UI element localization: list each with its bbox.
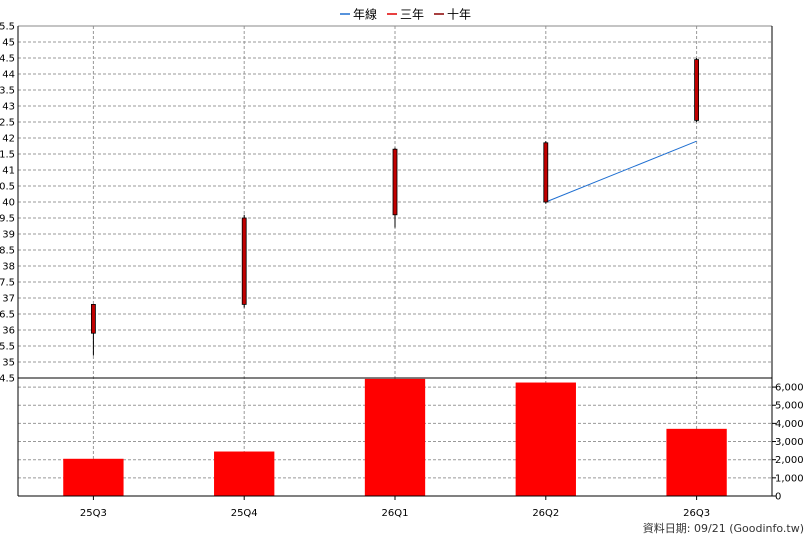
volume-tick-label: 2,000 [775, 455, 804, 466]
price-tick-label: 45 [2, 38, 15, 49]
price-tick-label: 44.5 [0, 54, 15, 65]
volume-bar [515, 382, 576, 496]
legend-label: 年線 [353, 7, 377, 22]
price-tick-label: 41 [2, 166, 15, 177]
source-label: 資料日期: 09/21 (Goodinfo.tw) [643, 521, 804, 535]
price-tick-label: 42.5 [0, 118, 15, 129]
price-tick-label: 34.5 [0, 374, 15, 385]
year-line [545, 140, 697, 203]
candle-body [543, 142, 549, 203]
axes: 45.5 45 44.5 44 43.5 43 42.5 42 41.5 41 40.5 40 39.5… [0, 22, 804, 520]
volume-tick-label: 3,000 [775, 437, 804, 448]
candle-body [241, 217, 247, 305]
candle-body [392, 148, 398, 216]
price-tick-label: 45.5 [0, 22, 15, 33]
year-line-series [545, 140, 697, 203]
price-tick-label: 38 [2, 262, 15, 273]
category-label: 25Q4 [231, 508, 258, 519]
volume-tick-label: 0 [775, 492, 781, 503]
price-tick-label: 39 [2, 230, 15, 241]
price-tick-label: 44 [2, 70, 15, 81]
price-tick-label: 36 [2, 326, 15, 337]
price-tick-label: 35.5 [0, 342, 15, 353]
category-label: 26Q2 [532, 508, 559, 519]
price-tick-label: 43 [2, 102, 15, 113]
price-tick-label: 37.5 [0, 278, 15, 289]
volume-tick-label: 4,000 [775, 419, 804, 430]
price-tick-label: 43.5 [0, 86, 15, 97]
category-label: 25Q3 [80, 508, 107, 519]
volume-bar [666, 428, 727, 496]
price-tick-label: 36.5 [0, 310, 15, 321]
volume-bar [63, 458, 124, 496]
legend: 年線 三年 十年 [340, 7, 471, 22]
volume-tick-label: 5,000 [775, 401, 804, 412]
volume-tick-label: 6,000 [775, 383, 804, 394]
price-tick-label: 35 [2, 358, 15, 369]
candle-body [91, 303, 96, 334]
price-tick-label: 42 [2, 134, 15, 145]
category-label: 26Q3 [683, 508, 710, 519]
price-tick-label: 40.5 [0, 182, 15, 193]
volume-tick-label: 1,000 [775, 473, 804, 484]
volume-bar [364, 378, 426, 496]
price-tick-label: 38.5 [0, 246, 15, 257]
volume-bar [214, 451, 275, 496]
candles-series [91, 58, 699, 356]
candle-body [694, 59, 699, 121]
price-tick-label: 41.5 [0, 150, 15, 161]
legend-label: 十年 [447, 8, 471, 22]
price-tick-label: 40 [2, 198, 15, 209]
price-tick-label: 37 [2, 294, 15, 305]
price-tick-label: 39.5 [0, 214, 15, 225]
volume-series [63, 378, 727, 496]
category-label: 26Q1 [382, 508, 409, 519]
legend-label: 三年 [400, 8, 424, 22]
grid [18, 25, 772, 496]
